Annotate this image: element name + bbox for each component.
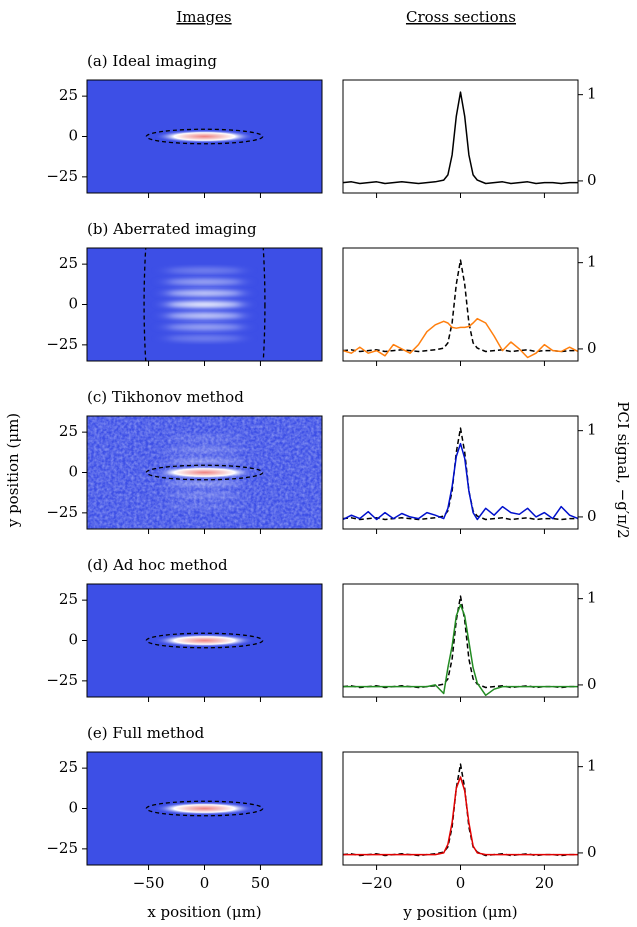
fringe xyxy=(150,501,259,512)
frame xyxy=(342,79,579,194)
image xyxy=(87,416,322,529)
series-line xyxy=(343,776,578,856)
fringe xyxy=(150,299,259,310)
image xyxy=(87,752,322,865)
y-tick-label: 1 xyxy=(587,253,597,271)
contour xyxy=(145,632,264,649)
column-title: Images xyxy=(176,8,231,26)
y-tick-label: 1 xyxy=(587,757,597,775)
fringe xyxy=(150,277,259,287)
fringe xyxy=(150,310,259,321)
y-tick-label: 25 xyxy=(59,254,78,272)
atom-cloud xyxy=(154,130,255,143)
fringe xyxy=(150,265,259,276)
y-tick-label: 0 xyxy=(587,171,597,189)
frame xyxy=(86,247,323,362)
frame xyxy=(342,247,579,362)
y-tick-label: 25 xyxy=(59,590,78,608)
series-line xyxy=(343,317,578,359)
x-tick-label: 20 xyxy=(535,874,554,892)
y-tick-label: 25 xyxy=(59,422,78,440)
x-tick-label: 0 xyxy=(456,874,466,892)
y-tick-label: 0 xyxy=(68,463,78,481)
fringe xyxy=(150,456,259,467)
y-tick-label: 0 xyxy=(587,507,597,525)
series-line xyxy=(343,259,578,353)
x-tick-label: 50 xyxy=(251,874,270,892)
atom-cloud xyxy=(154,634,255,647)
y-tick-label: 1 xyxy=(587,589,597,607)
contour xyxy=(145,128,264,145)
fringe xyxy=(150,478,259,489)
y-tick-label: 25 xyxy=(59,758,78,776)
fringe xyxy=(150,288,259,299)
series-line xyxy=(343,91,578,185)
plot-area xyxy=(343,427,578,521)
atom-cloud xyxy=(154,802,255,815)
plot-area xyxy=(343,595,578,697)
atom-cloud xyxy=(154,466,255,479)
frame xyxy=(342,751,579,866)
y-tick-label: −25 xyxy=(46,503,78,521)
x-axis-label: x position (μm) xyxy=(147,903,261,921)
y-tick-label: −25 xyxy=(46,167,78,185)
panel-title: (c) Tikhonov method xyxy=(87,388,244,406)
series-line xyxy=(343,442,578,521)
y-tick-label: 0 xyxy=(68,799,78,817)
y-tick-label: 0 xyxy=(587,843,597,861)
y-tick-label: 0 xyxy=(68,295,78,313)
frame xyxy=(342,583,579,698)
series-line xyxy=(343,603,578,697)
frame xyxy=(342,415,579,530)
y-tick-label: 0 xyxy=(587,675,597,693)
y-tick-label: 1 xyxy=(587,85,597,103)
y-tick-label: 0 xyxy=(68,631,78,649)
frame xyxy=(86,79,323,194)
y-tick-label: −25 xyxy=(46,335,78,353)
y-tick-label: 0 xyxy=(587,339,597,357)
fringe xyxy=(150,445,259,455)
series-line xyxy=(343,427,578,521)
y-tick-label: −25 xyxy=(46,671,78,689)
contour xyxy=(145,800,264,817)
image xyxy=(87,248,322,361)
y-tick-label: 0 xyxy=(68,127,78,145)
x-tick-label: −50 xyxy=(133,874,165,892)
x-tick-label: −20 xyxy=(361,874,393,892)
contour xyxy=(145,464,264,481)
y-tick-label: 25 xyxy=(59,86,78,104)
frame xyxy=(86,583,323,698)
panel-title: (d) Ad hoc method xyxy=(87,556,228,574)
plot-area xyxy=(343,259,578,359)
x-axis-label: y position (μm) xyxy=(402,903,517,921)
frame xyxy=(86,751,323,866)
plot-area xyxy=(343,763,578,857)
y-tick-label: 1 xyxy=(587,421,597,439)
fringe xyxy=(150,333,259,344)
y-axis-label: PCI signal, −g′π/2 xyxy=(614,401,632,538)
contour xyxy=(143,248,266,361)
panel-title: (a) Ideal imaging xyxy=(87,52,217,70)
y-axis-label: y position (μm) xyxy=(4,413,22,528)
frame xyxy=(86,415,323,530)
fringe xyxy=(150,322,259,332)
series-line xyxy=(343,595,578,689)
fringe xyxy=(150,490,259,500)
plot-area xyxy=(343,91,578,185)
y-tick-label: −25 xyxy=(46,839,78,857)
fringe xyxy=(150,433,259,444)
panel-title: (e) Full method xyxy=(87,724,205,742)
x-tick-label: 0 xyxy=(200,874,210,892)
image xyxy=(87,584,322,697)
column-title: Cross sections xyxy=(406,8,516,26)
image xyxy=(87,80,322,193)
panel-title: (b) Aberrated imaging xyxy=(87,220,257,238)
